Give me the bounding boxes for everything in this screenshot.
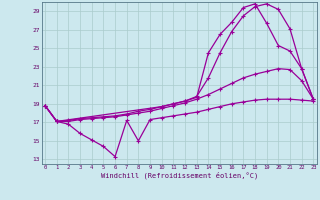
X-axis label: Windchill (Refroidissement éolien,°C): Windchill (Refroidissement éolien,°C) — [100, 172, 258, 179]
